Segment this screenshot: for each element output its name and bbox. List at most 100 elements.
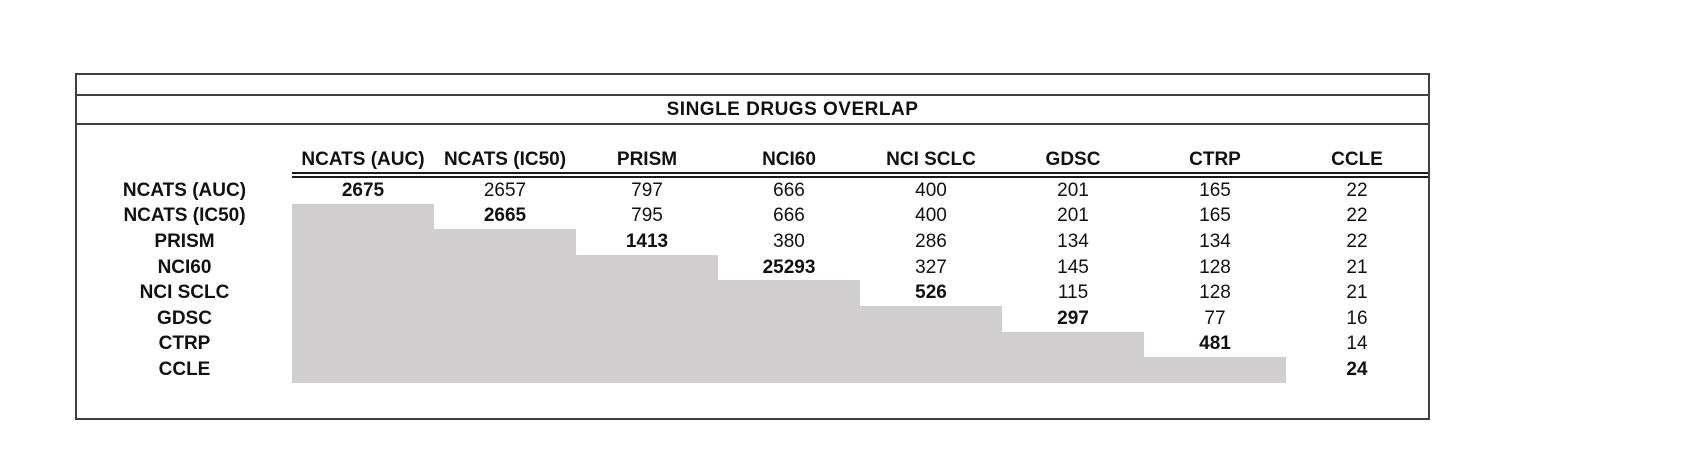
row-label: CTRP bbox=[158, 333, 211, 355]
table-row: NCATS (IC50) 2665 795 666 400 201 165 22 bbox=[77, 203, 1428, 230]
shaded-empty-cell bbox=[434, 229, 576, 255]
table-row: PRISM 1413 380 286 134 134 22 bbox=[77, 229, 1428, 255]
value-cell: 128 bbox=[1199, 282, 1231, 304]
shaded-empty-cell bbox=[860, 331, 1002, 358]
value-cell: 22 bbox=[1346, 230, 1368, 252]
header-double-underline bbox=[77, 171, 1428, 178]
value-cell: 201 bbox=[1057, 205, 1089, 227]
shaded-empty-cell bbox=[576, 331, 718, 358]
value-cell: 666 bbox=[773, 205, 805, 227]
shaded-empty-cell bbox=[292, 331, 434, 358]
shaded-empty-cell bbox=[576, 357, 718, 383]
value-cell: 327 bbox=[915, 256, 947, 278]
matrix-body: NCATS (AUC) 2675 2657 797 666 400 201 165 22 NCAT… bbox=[77, 178, 1428, 383]
header-spacer bbox=[77, 125, 1428, 149]
shaded-empty-cell bbox=[718, 305, 860, 332]
value-cell: 795 bbox=[631, 205, 663, 227]
shaded-empty-cell bbox=[434, 280, 576, 306]
row-label: NCI SCLC bbox=[139, 282, 230, 304]
value-cell: 14 bbox=[1346, 333, 1368, 355]
row-label: NCI60 bbox=[157, 256, 212, 278]
value-cell: 145 bbox=[1057, 256, 1089, 278]
value-cell: 165 bbox=[1199, 179, 1231, 201]
row-label: NCATS (IC50) bbox=[123, 205, 246, 227]
value-cell: 2657 bbox=[483, 179, 527, 201]
double-rule bbox=[292, 172, 1428, 178]
value-cell: 21 bbox=[1346, 282, 1368, 304]
diagonal-value-cell: 1413 bbox=[625, 230, 669, 252]
table-top-blank-band bbox=[77, 75, 1428, 96]
shaded-empty-cell bbox=[292, 280, 434, 306]
table-row: GDSC 297 77 16 bbox=[77, 305, 1428, 332]
value-cell: 400 bbox=[915, 205, 947, 227]
shaded-empty-cell bbox=[292, 229, 434, 255]
shaded-empty-cell bbox=[718, 357, 860, 383]
value-cell: 797 bbox=[631, 179, 663, 201]
shaded-empty-cell bbox=[292, 203, 434, 230]
shaded-empty-cell bbox=[434, 254, 576, 281]
value-cell: 201 bbox=[1057, 179, 1089, 201]
table-row: CCLE 24 bbox=[77, 357, 1428, 383]
column-header: NCI SCLC bbox=[886, 149, 976, 170]
value-cell: 400 bbox=[915, 179, 947, 201]
row-label: PRISM bbox=[154, 230, 215, 252]
diagonal-value-cell: 2665 bbox=[483, 205, 527, 227]
value-cell: 165 bbox=[1199, 205, 1231, 227]
value-cell: 380 bbox=[773, 230, 805, 252]
value-cell: 666 bbox=[773, 179, 805, 201]
shaded-empty-cell bbox=[860, 357, 1002, 383]
shaded-empty-cell bbox=[1002, 331, 1144, 358]
diagonal-value-cell: 2675 bbox=[341, 179, 385, 201]
column-header: GDSC bbox=[1045, 149, 1101, 170]
value-cell: 128 bbox=[1199, 256, 1231, 278]
shaded-empty-cell bbox=[576, 305, 718, 332]
value-cell: 21 bbox=[1346, 256, 1368, 278]
shaded-empty-cell bbox=[1144, 357, 1286, 383]
shaded-empty-cell bbox=[1002, 357, 1144, 383]
shaded-empty-cell bbox=[434, 357, 576, 383]
value-cell: 134 bbox=[1057, 230, 1089, 252]
value-cell: 22 bbox=[1346, 205, 1368, 227]
value-cell: 115 bbox=[1057, 282, 1089, 304]
value-cell: 22 bbox=[1346, 179, 1368, 201]
value-cell: 77 bbox=[1204, 307, 1226, 329]
shaded-empty-cell bbox=[292, 254, 434, 281]
shaded-empty-cell bbox=[292, 305, 434, 332]
column-header: CCLE bbox=[1331, 149, 1383, 170]
shaded-empty-cell bbox=[576, 280, 718, 306]
table-row: NCI60 25293 327 145 128 21 bbox=[77, 254, 1428, 281]
table-row: CTRP 481 14 bbox=[77, 331, 1428, 358]
shaded-empty-cell bbox=[434, 305, 576, 332]
value-cell: 16 bbox=[1346, 307, 1368, 329]
value-cell: 134 bbox=[1199, 230, 1231, 252]
row-label: GDSC bbox=[157, 307, 212, 329]
diagonal-value-cell: 24 bbox=[1346, 358, 1368, 380]
column-header: NCATS (IC50) bbox=[443, 149, 567, 170]
diagonal-value-cell: 25293 bbox=[762, 256, 816, 278]
shaded-empty-cell bbox=[434, 331, 576, 358]
column-header: NCI60 bbox=[762, 149, 816, 170]
diagonal-value-cell: 481 bbox=[1199, 333, 1231, 355]
table-title: SINGLE DRUGS OVERLAP bbox=[666, 98, 919, 120]
row-label: CCLE bbox=[158, 358, 211, 380]
shaded-empty-cell bbox=[292, 357, 434, 383]
value-cell: 286 bbox=[915, 230, 947, 252]
column-header: PRISM bbox=[616, 149, 678, 170]
column-header-row: NCATS (AUC) NCATS (IC50) PRISM NCI60 NCI SCL… bbox=[77, 149, 1428, 171]
column-header: NCATS (AUC) bbox=[301, 149, 425, 170]
row-label: NCATS (AUC) bbox=[122, 179, 247, 201]
shaded-empty-cell bbox=[718, 331, 860, 358]
corner-empty-cell bbox=[77, 149, 292, 171]
table-title-band: SINGLE DRUGS OVERLAP bbox=[77, 96, 1428, 125]
table-row: NCI SCLC 526 115 128 21 bbox=[77, 280, 1428, 306]
shaded-empty-cell bbox=[576, 254, 718, 281]
diagonal-value-cell: 526 bbox=[915, 282, 947, 304]
table-row: NCATS (AUC) 2675 2657 797 666 400 201 165 22 bbox=[77, 178, 1428, 204]
diagonal-value-cell: 297 bbox=[1057, 307, 1089, 329]
column-header: CTRP bbox=[1189, 149, 1241, 170]
overlap-table-frame: SINGLE DRUGS OVERLAP NCATS (AUC) NCATS (I… bbox=[75, 73, 1430, 420]
shaded-empty-cell bbox=[718, 280, 860, 306]
shaded-empty-cell bbox=[860, 305, 1002, 332]
underline-gap bbox=[77, 171, 292, 178]
